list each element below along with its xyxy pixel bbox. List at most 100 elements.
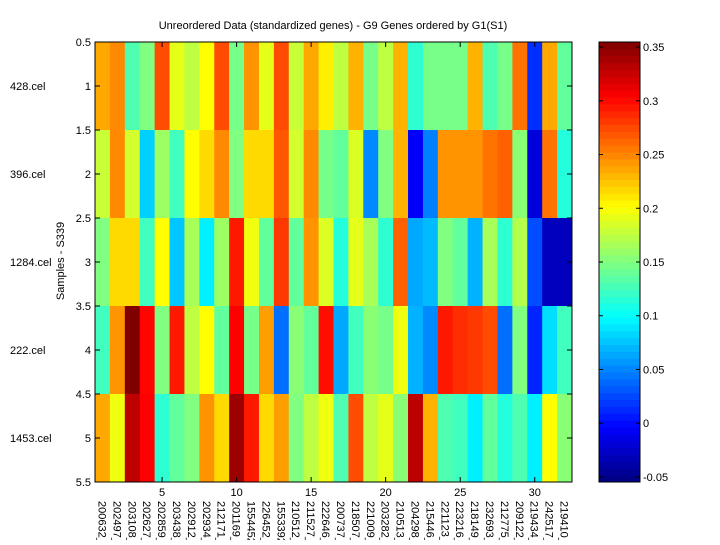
heatmap-cell <box>199 130 215 219</box>
heatmap-cell <box>408 306 424 395</box>
colorbar-segment <box>599 42 640 50</box>
colorbar-segment <box>599 69 640 77</box>
colorbar-segment <box>599 468 640 476</box>
heatmap-cell <box>169 42 185 131</box>
y-tick-label: 2 <box>85 169 91 181</box>
colorbar-segment <box>599 76 640 84</box>
heatmap-cell <box>527 306 543 395</box>
y-tick-label: 1 <box>85 81 91 93</box>
colorbar-segment <box>599 461 640 469</box>
column-label: 202934_ <box>200 501 212 540</box>
column-label: 212775_ <box>498 501 510 540</box>
colorbar-segment <box>599 337 640 345</box>
colorbar-segment <box>599 406 640 414</box>
heatmap-cell <box>393 130 409 219</box>
colorbar-tick-label: 0.25 <box>643 150 664 162</box>
row-label: 396.cel <box>10 169 45 181</box>
heatmap-cell <box>95 306 111 395</box>
heatmap-cell <box>184 306 200 395</box>
heatmap-cell <box>318 394 334 483</box>
colorbar-segment <box>599 365 640 373</box>
heatmap-cell <box>437 306 454 395</box>
colorbar-segment <box>599 310 640 318</box>
heatmap-cell <box>109 42 126 131</box>
heatmap-cell <box>497 42 513 131</box>
heatmap-cell <box>214 218 230 307</box>
colorbar-segment <box>599 378 640 387</box>
row-label: 428.cel <box>10 81 45 93</box>
heatmap-cell <box>482 394 498 483</box>
heatmap-cell <box>333 218 349 307</box>
heatmap-cell <box>139 130 156 219</box>
heatmap-cell <box>393 306 409 395</box>
heatmap-cell <box>258 218 275 307</box>
heatmap-cell <box>258 130 275 219</box>
heatmap-cell <box>139 218 156 307</box>
heatmap-cell <box>154 394 171 483</box>
colorbar-tick-label: 0.35 <box>643 42 664 54</box>
colorbar-segment <box>599 392 640 400</box>
heatmap-cell <box>199 394 215 483</box>
heatmap-cell <box>229 394 245 483</box>
colorbar-segment <box>599 234 640 242</box>
heatmap-cell <box>378 394 394 483</box>
colorbar: -0.05 0 0.05 0.1 0.15 0.2 0.25 0.3 0.35 <box>598 41 668 484</box>
colorbar-tick-label: 0.05 <box>643 364 664 376</box>
heatmap-cell <box>512 306 528 395</box>
y-tick-label: 5 <box>85 433 91 445</box>
heatmap-cell <box>527 394 543 483</box>
heatmap-cell <box>273 218 290 307</box>
heatmap-cell <box>258 394 275 483</box>
heatmap-cell <box>303 394 320 483</box>
colorbar-segment <box>599 427 640 435</box>
heatmap-cell <box>467 218 484 307</box>
colorbar-segment <box>599 454 640 462</box>
heatmap-cell <box>303 306 320 395</box>
column-label: 219434_ <box>528 501 540 540</box>
heatmap-cell <box>95 394 111 483</box>
heatmap-cell <box>348 306 364 395</box>
heatmap-cells <box>95 42 573 483</box>
heatmap-cell <box>199 218 215 307</box>
heatmap-cell <box>557 130 573 219</box>
colorbar-segment <box>599 117 640 125</box>
heatmap-cell <box>497 306 513 395</box>
heatmap-cell <box>363 130 379 219</box>
heatmap-cell <box>154 306 171 395</box>
colorbar-segment <box>599 372 640 380</box>
colorbar-segment <box>599 296 640 304</box>
column-label: 203438_ <box>170 501 182 540</box>
heatmap-cell <box>408 218 424 307</box>
heatmap-cell <box>318 306 334 395</box>
colorbar-tick-label: 0.3 <box>643 96 658 108</box>
colorbar-segment <box>599 62 640 70</box>
column-label: 200632_ <box>95 501 107 540</box>
heatmap-cell <box>124 394 141 483</box>
heatmap-cell <box>422 42 439 131</box>
heatmap-cell <box>244 394 260 483</box>
column-label: 203108_ <box>125 501 137 540</box>
colorbar-segment <box>599 193 640 201</box>
x-tick-label: 30 <box>529 487 541 499</box>
heatmap-cell <box>497 130 513 219</box>
column-label: 222646_ <box>319 501 331 540</box>
x-tick-label: 15 <box>305 487 317 499</box>
colorbar-segment <box>599 97 640 105</box>
column-label: 242517_ <box>543 501 555 540</box>
y-tick-label: 4.5 <box>76 389 91 401</box>
y-tick-label: 3.5 <box>76 301 91 313</box>
row-label: 1284.cel <box>10 257 52 269</box>
heatmap-cell <box>214 306 230 395</box>
colorbar-tick-label: -0.05 <box>643 472 668 484</box>
heatmap-cell <box>467 306 484 395</box>
heatmap-cell <box>467 42 484 131</box>
heatmap-cell <box>452 394 469 483</box>
column-label: 204298_ <box>408 501 420 540</box>
heatmap-cell <box>184 218 200 307</box>
heatmap-cell <box>199 306 215 395</box>
column-label: 226452_ <box>259 501 271 540</box>
heatmap-cell <box>557 42 573 131</box>
heatmap-cell <box>169 130 185 219</box>
column-label: 215446_ <box>423 501 435 540</box>
colorbar-segment <box>599 172 640 180</box>
